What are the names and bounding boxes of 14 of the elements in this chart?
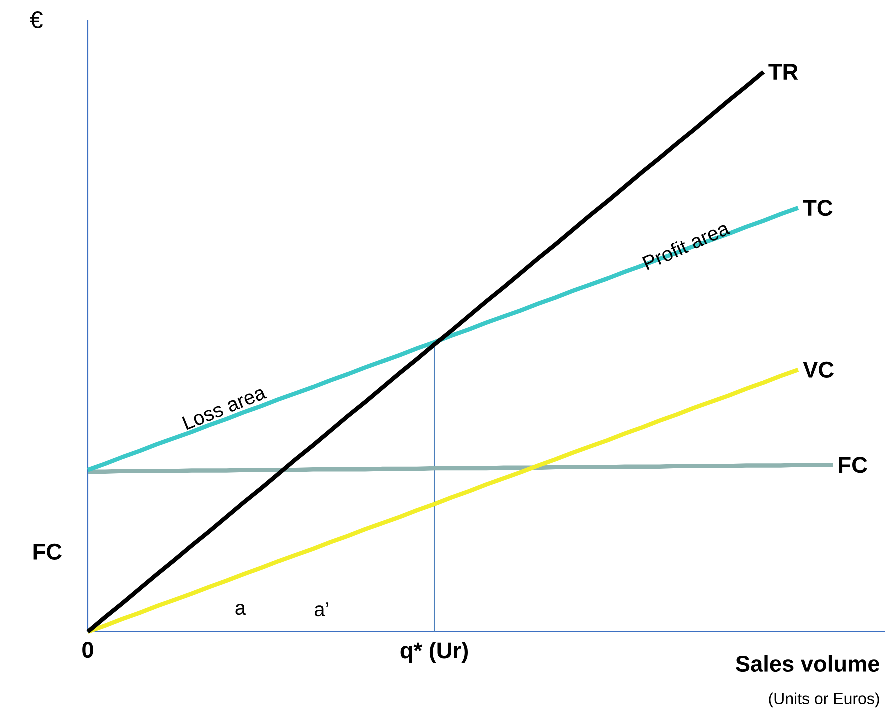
x-tick-label: q* (Ur) <box>400 642 468 664</box>
series-label: TC <box>803 200 833 216</box>
text: FC <box>34 544 62 560</box>
series-label: FC <box>839 457 868 474</box>
x-tick-label: 0 <box>82 642 94 658</box>
annotation: Loss area <box>182 390 268 430</box>
x-axis-title: Sales volume <box>736 655 880 672</box>
text: (Units or Euros) <box>769 692 880 708</box>
annotation: a <box>236 604 246 616</box>
annotation: a’ <box>314 602 328 617</box>
y-axis-title: € <box>30 11 43 28</box>
annotation: Profit area <box>642 225 731 270</box>
series-label: TR <box>768 64 798 80</box>
series-label: VC <box>803 362 834 378</box>
